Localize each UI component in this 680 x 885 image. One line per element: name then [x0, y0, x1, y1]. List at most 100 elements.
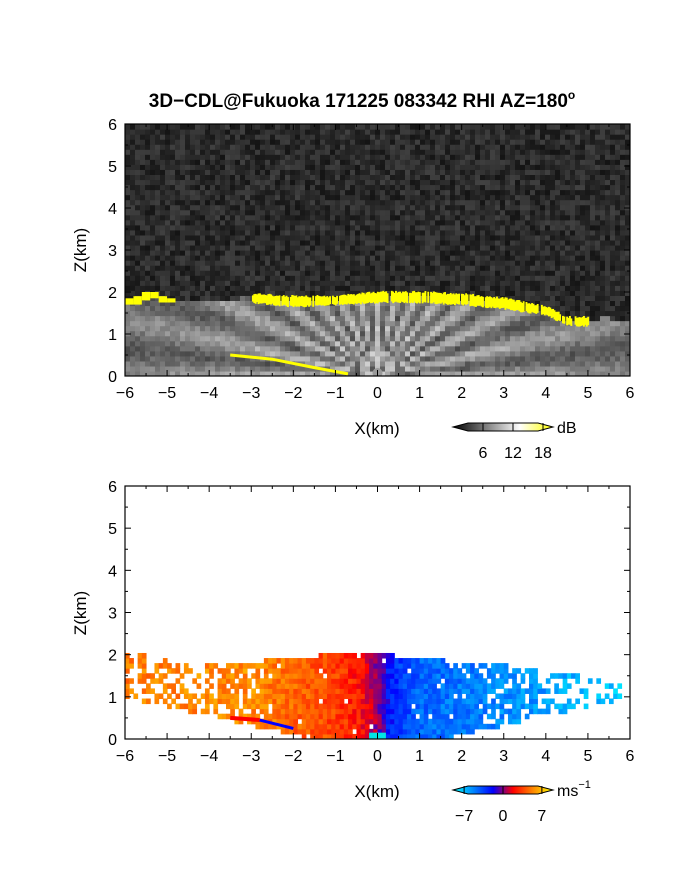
reflectivity-cell — [230, 340, 236, 347]
reflectivity-cell — [125, 179, 131, 186]
reflectivity-cell — [395, 345, 401, 352]
reflectivity-cell — [185, 209, 191, 216]
reflectivity-cell — [305, 139, 311, 145]
reflectivity-cell — [190, 224, 196, 231]
reflectivity-cell — [460, 335, 466, 342]
reflectivity-cell — [350, 265, 356, 271]
reflectivity-cell — [340, 159, 346, 165]
reflectivity-cell — [340, 305, 346, 312]
reflectivity-cell — [550, 224, 556, 231]
reflectivity-cell — [135, 164, 141, 170]
reflectivity-cell — [590, 340, 596, 347]
reflectivity-cell — [225, 320, 231, 327]
reflectivity-cell — [520, 290, 526, 296]
reflectivity-cell — [185, 199, 191, 206]
reflectivity-cell — [170, 219, 176, 226]
reflectivity-cell — [255, 159, 261, 165]
reflectivity-cell — [410, 224, 416, 231]
reflectivity-cell — [420, 224, 426, 231]
reflectivity-cell — [450, 239, 456, 246]
reflectivity-cell — [215, 149, 221, 155]
reflectivity-cell — [380, 124, 386, 130]
reflectivity-cell — [275, 330, 281, 337]
reflectivity-cell — [175, 154, 181, 160]
reflectivity-cell — [370, 149, 376, 155]
reflectivity-cell — [210, 255, 216, 261]
reflectivity-cell — [275, 129, 281, 135]
reflectivity-cell — [400, 169, 406, 175]
reflectivity-cell — [520, 365, 526, 372]
reflectivity-cell — [255, 224, 261, 231]
reflectivity-cell — [425, 159, 431, 165]
reflectivity-cell — [195, 345, 201, 352]
reflectivity-cell — [540, 355, 546, 362]
reflectivity-cell — [445, 315, 451, 322]
reflectivity-cell — [390, 209, 396, 216]
reflectivity-cell — [160, 194, 166, 201]
reflectivity-cell — [590, 174, 596, 181]
reflectivity-cell — [590, 239, 596, 246]
reflectivity-cell — [165, 350, 171, 357]
reflectivity-cell — [300, 270, 306, 276]
reflectivity-cell — [490, 320, 496, 327]
reflectivity-cell — [175, 169, 181, 175]
reflectivity-cell — [440, 174, 446, 181]
reflectivity-cell — [430, 340, 436, 347]
reflectivity-cell — [600, 305, 606, 312]
reflectivity-cell — [275, 134, 281, 140]
reflectivity-cell — [605, 214, 611, 221]
reflectivity-cell — [535, 335, 541, 342]
reflectivity-cell — [520, 164, 526, 170]
reflectivity-cell — [430, 219, 436, 226]
reflectivity-cell — [480, 350, 486, 357]
reflectivity-cell — [420, 270, 426, 276]
reflectivity-cell — [575, 144, 581, 150]
reflectivity-cell — [465, 335, 471, 342]
reflectivity-cell — [305, 330, 311, 337]
reflectivity-cell — [580, 280, 586, 286]
reflectivity-cell — [540, 199, 546, 206]
reflectivity-cell — [210, 224, 216, 231]
reflectivity-cell — [615, 290, 621, 296]
reflectivity-cell — [360, 335, 366, 342]
reflectivity-cell — [495, 335, 501, 342]
reflectivity-cell — [420, 234, 426, 241]
reflectivity-cell — [485, 340, 491, 347]
reflectivity-cell — [300, 260, 306, 266]
reflectivity-cell — [580, 134, 586, 140]
reflectivity-cell — [260, 144, 266, 150]
reflectivity-cell — [610, 244, 616, 251]
reflectivity-cell — [380, 305, 386, 312]
reflectivity-cell — [210, 295, 216, 301]
reflectivity-cell — [315, 355, 321, 362]
reflectivity-cell — [275, 199, 281, 206]
reflectivity-cell — [210, 134, 216, 140]
reflectivity-cell — [605, 325, 611, 332]
reflectivity-cell — [610, 330, 616, 337]
reflectivity-cell — [185, 214, 191, 221]
reflectivity-cell — [535, 224, 541, 231]
reflectivity-cell — [615, 169, 621, 175]
reflectivity-cell — [585, 229, 591, 236]
reflectivity-cell — [335, 355, 341, 362]
reflectivity-cell — [230, 169, 236, 175]
reflectivity-cell — [195, 194, 201, 201]
reflectivity-cell — [155, 234, 161, 241]
reflectivity-cell — [545, 189, 551, 196]
reflectivity-cell — [175, 265, 181, 271]
reflectivity-cell — [610, 174, 616, 181]
reflectivity-cell — [575, 285, 581, 291]
reflectivity-cell — [495, 350, 501, 357]
reflectivity-cell — [270, 275, 276, 281]
reflectivity-cell — [460, 330, 466, 337]
reflectivity-cell — [300, 219, 306, 226]
reflectivity-cell — [370, 189, 376, 196]
reflectivity-cell — [175, 325, 181, 332]
reflectivity-cell — [325, 174, 331, 181]
reflectivity-cell — [130, 149, 136, 155]
reflectivity-cell — [395, 139, 401, 145]
reflectivity-cell — [515, 214, 521, 221]
reflectivity-cell — [490, 345, 496, 352]
reflectivity-cell — [240, 310, 246, 317]
